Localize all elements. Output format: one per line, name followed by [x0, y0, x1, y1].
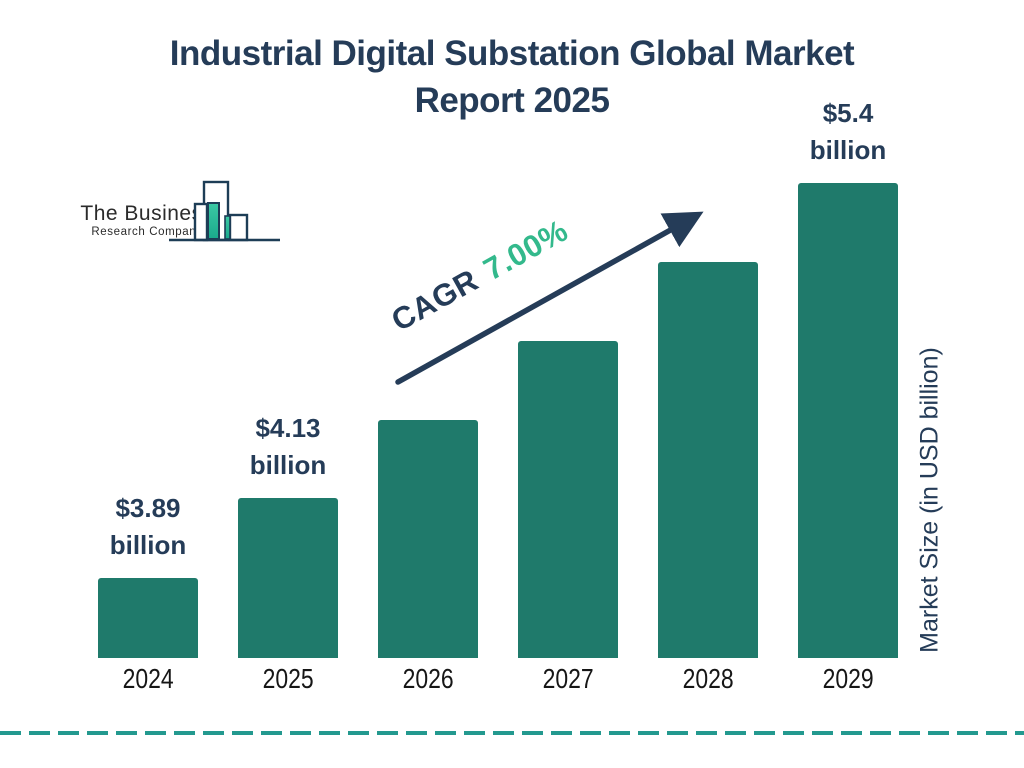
company-logo: The Business Research Company — [60, 178, 290, 248]
x-axis-label-2026: 2026 — [402, 663, 454, 694]
title-line-2: Report 2025 — [414, 81, 610, 120]
x-axis-label-2029: 2029 — [822, 663, 874, 694]
page-title: Industrial Digital Substation Global Mar… — [0, 30, 1024, 124]
cagr-label: CAGR — [385, 262, 485, 339]
cagr-annotation: CAGR7.00% — [386, 213, 575, 339]
logo-subtitle: Research Company — [91, 226, 203, 238]
bar-2024 — [98, 578, 198, 658]
value-label-2024: $3.89 billion — [109, 493, 187, 560]
x-axis-label-2025: 2025 — [262, 663, 314, 694]
logo-name: The Business — [80, 202, 214, 225]
bottom-dashed-divider — [0, 731, 1024, 735]
title-line-1: Industrial Digital Substation Global Mar… — [169, 34, 855, 73]
logo-bars-icon — [169, 180, 280, 242]
value-label-2029: $5.4 billion — [809, 98, 887, 165]
bar-2027 — [518, 341, 618, 658]
x-axis-label-2027: 2027 — [542, 663, 594, 694]
bar-2029 — [798, 183, 898, 658]
x-axis-label-2024: 2024 — [122, 663, 174, 694]
value-label-2025: $4.13 billion — [249, 413, 327, 480]
x-axis-label-2028: 2028 — [682, 663, 734, 694]
y-axis-label: Market Size (in USD billion) — [915, 347, 944, 653]
bar-2026 — [378, 420, 478, 658]
bar-2025 — [238, 498, 338, 658]
cagr-value: 7.00% — [477, 212, 574, 288]
bar-2028 — [658, 262, 758, 658]
